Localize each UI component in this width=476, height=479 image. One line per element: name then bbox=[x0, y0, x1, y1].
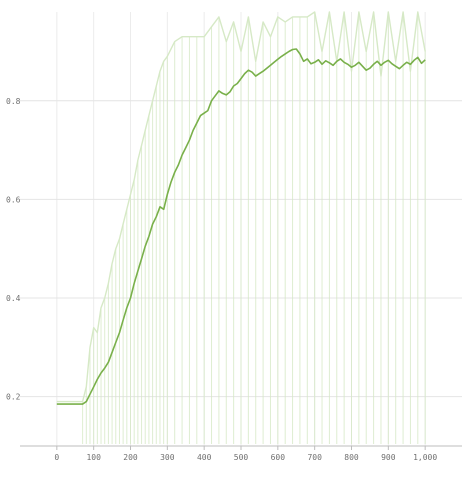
x-tick-label: 600 bbox=[271, 453, 286, 462]
y-axis-ticks: 0.2 0.4 0.6 0.8 bbox=[6, 97, 21, 402]
x-tick-label: 200 bbox=[123, 453, 138, 462]
x-tick-label: 500 bbox=[234, 453, 249, 462]
y-tick-label: 0.6 bbox=[6, 195, 21, 204]
x-tick-label: 1,000 bbox=[413, 453, 437, 462]
smoothed-series-line bbox=[56, 48, 426, 405]
series-layer bbox=[56, 11, 426, 444]
x-tick-label: 0 bbox=[54, 453, 59, 462]
x-tick-label: 700 bbox=[307, 453, 322, 462]
x-tick-label: 100 bbox=[86, 453, 101, 462]
y-tick-label: 0.2 bbox=[6, 393, 21, 402]
y-tick-label: 0.8 bbox=[6, 97, 21, 106]
x-tick-label: 800 bbox=[344, 453, 359, 462]
y-tick-label: 0.4 bbox=[6, 294, 21, 303]
x-tick-label: 900 bbox=[381, 453, 396, 462]
x-tick-label: 300 bbox=[160, 453, 175, 462]
x-axis-ticks: 0 100 200 300 400 500 600 700 800 900 1,000 bbox=[54, 446, 437, 462]
x-tick-label: 400 bbox=[197, 453, 212, 462]
